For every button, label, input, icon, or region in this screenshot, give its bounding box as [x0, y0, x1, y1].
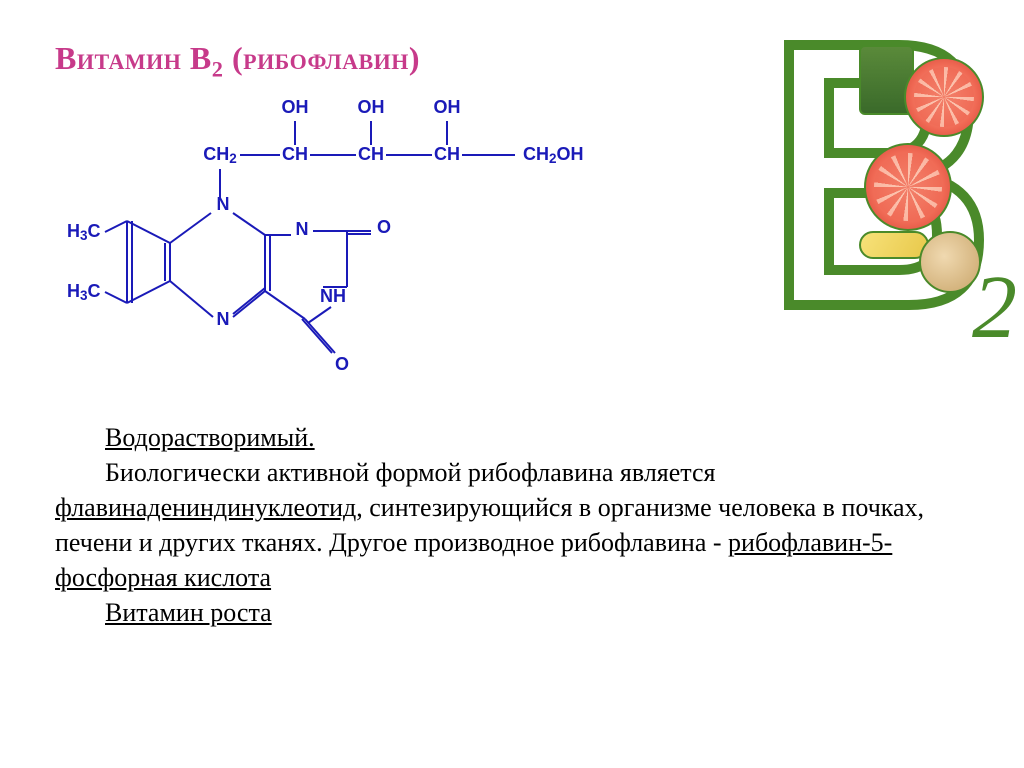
svg-text:N: N [217, 194, 230, 214]
slide: Витамин B2 (рибофлавин) OHOHOHCH2CHCHCHC… [0, 0, 1024, 768]
svg-text:N: N [296, 219, 309, 239]
svg-text:O: O [377, 217, 391, 237]
subscript-2: 2 [972, 256, 1017, 359]
food-grapefruit [864, 143, 952, 231]
svg-text:N: N [217, 309, 230, 329]
food-banana [859, 231, 929, 259]
svg-text:OH: OH [358, 97, 385, 117]
svg-text:CH: CH [434, 144, 460, 164]
svg-text:CH2OH: CH2OH [523, 144, 584, 166]
svg-text:OH: OH [434, 97, 461, 117]
svg-text:CH: CH [282, 144, 308, 164]
svg-text:H3C: H3C [67, 221, 101, 243]
svg-text:CH: CH [358, 144, 384, 164]
svg-text:NH: NH [320, 286, 346, 306]
svg-text:CH2: CH2 [203, 144, 237, 166]
svg-text:OH: OH [282, 97, 309, 117]
description-text: Водорастворимый.Биологически активной фо… [55, 420, 965, 631]
vitamin-b-graphic: 2 [759, 35, 989, 315]
svg-text:H3C: H3C [67, 281, 101, 303]
svg-text:O: O [335, 354, 349, 374]
molecule-structure: OH OH OH CH2 CH CH CH CH2OH H3C H3C N N N NH O O [55, 95, 585, 395]
food-grapefruit [904, 57, 984, 137]
